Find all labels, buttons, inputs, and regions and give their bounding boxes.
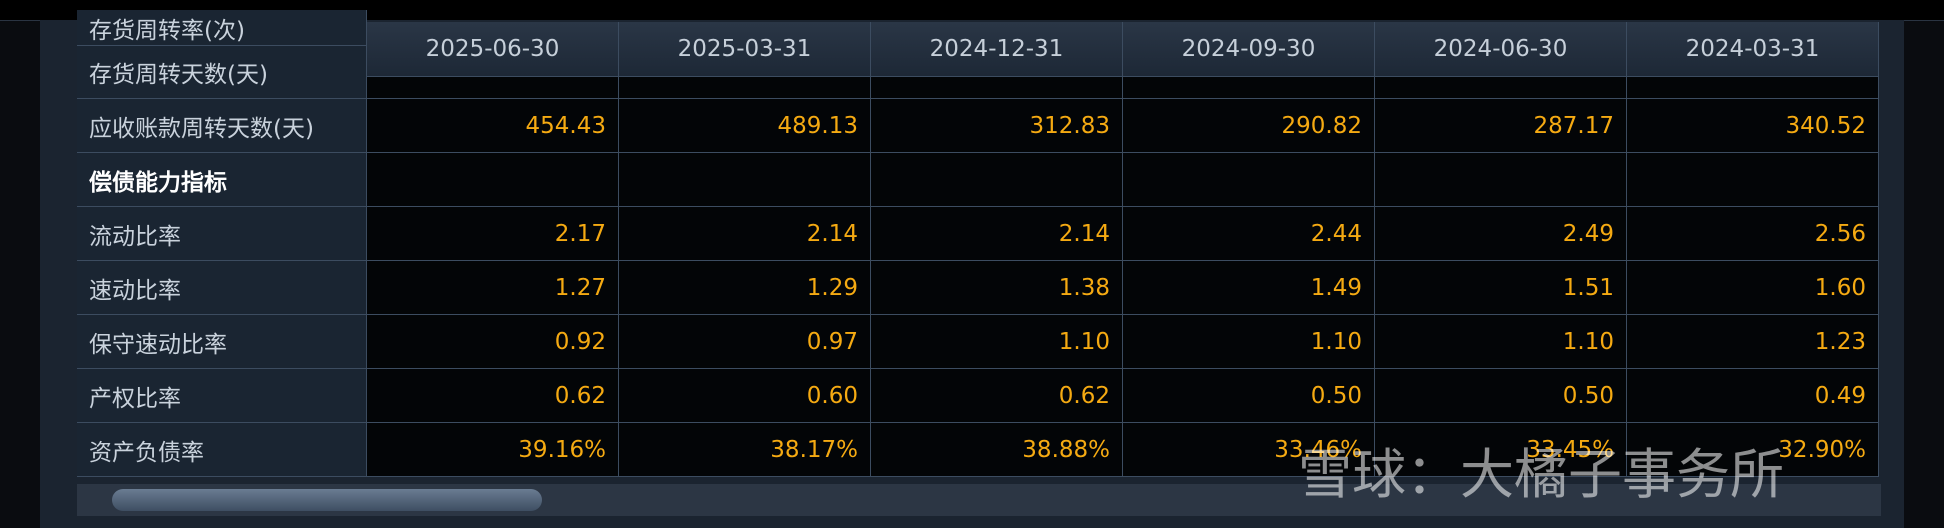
cut-cell [619,77,871,99]
value-cell: 287.17 [1375,99,1627,153]
column-header[interactable]: 2025-03-31 [619,22,871,77]
cut-cell [367,77,619,99]
value-cell: 2.44 [1123,207,1375,261]
value-cell: 0.92 [367,315,619,369]
row-label: 流动比率 [77,207,367,261]
value-cell: 0.62 [367,369,619,423]
value-cell: 290.82 [1123,99,1375,153]
value-cell: 0.97 [619,315,871,369]
value-cell: 1.10 [871,315,1123,369]
row-label: 资产负债率 [77,423,367,477]
value-cell [367,153,619,207]
value-cell: 1.23 [1627,315,1879,369]
value-cell: 312.83 [871,99,1123,153]
watermark: 雪球：大橘子事务所 [1298,443,1784,506]
value-cell: 340.52 [1627,99,1879,153]
column-header[interactable]: 2024-09-30 [1123,22,1375,77]
row-label: 存货周转率(次) [77,10,367,46]
column-header[interactable]: 2024-12-31 [871,22,1123,77]
cut-cell [1375,77,1627,99]
value-cell: 0.50 [1375,369,1627,423]
value-cell [619,153,871,207]
cut-cell [1123,77,1375,99]
column-header[interactable]: 2024-06-30 [1375,22,1627,77]
value-cell: 2.14 [619,207,871,261]
value-cell [1375,153,1627,207]
value-cell: 1.60 [1627,261,1879,315]
value-cell: 0.49 [1627,369,1879,423]
scroll-thumb[interactable] [112,489,542,511]
value-cell: 38.88% [871,423,1123,477]
value-cell: 489.13 [619,99,871,153]
cut-cell [1627,77,1879,99]
row-label: 速动比率 [77,261,367,315]
value-cell: 2.14 [871,207,1123,261]
value-cell: 1.10 [1375,315,1627,369]
value-cell: 1.38 [871,261,1123,315]
value-cell: 39.16% [367,423,619,477]
value-cell: 1.29 [619,261,871,315]
value-cell: 0.60 [619,369,871,423]
value-cell: 2.56 [1627,207,1879,261]
value-cell: 1.49 [1123,261,1375,315]
value-cell: 33.46% [1123,423,1375,477]
row-label: 保守速动比率 [77,315,367,369]
value-cell [1123,153,1375,207]
value-cell: 0.50 [1123,369,1375,423]
row-label: 产权比率 [77,369,367,423]
row-label: 偿债能力指标 [77,153,367,207]
value-cell: 33.45% [1375,423,1627,477]
value-cell: 454.43 [367,99,619,153]
cut-cell [871,77,1123,99]
value-cell [871,153,1123,207]
value-cell: 1.10 [1123,315,1375,369]
row-label: 存货周转天数(天) [77,46,367,99]
value-cell: 2.49 [1375,207,1627,261]
column-header[interactable]: 2024-03-31 [1627,22,1879,77]
value-cell: 2.17 [367,207,619,261]
row-label: 应收账款周转天数(天) [77,99,367,153]
value-cell: 32.90% [1627,423,1879,477]
column-header[interactable]: 2025-06-30 [367,22,619,77]
value-cell [1627,153,1879,207]
value-cell: 1.51 [1375,261,1627,315]
value-cell: 1.27 [367,261,619,315]
value-cell: 38.17% [619,423,871,477]
value-cell: 0.62 [871,369,1123,423]
